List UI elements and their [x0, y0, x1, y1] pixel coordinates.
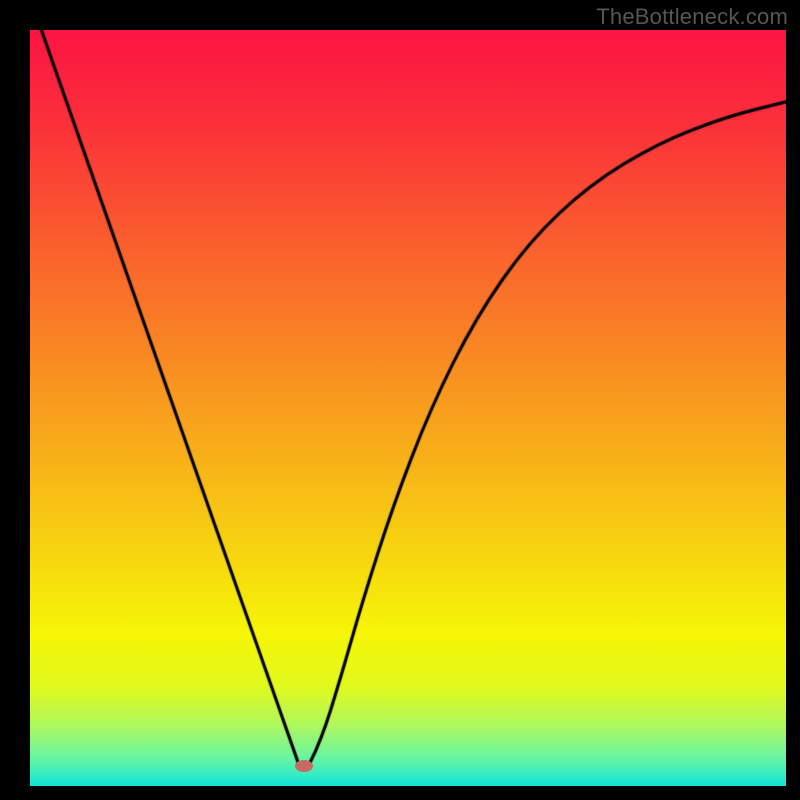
vertex-marker: [295, 760, 313, 772]
watermark-text: TheBottleneck.com: [596, 4, 788, 30]
plot-area: [30, 30, 786, 786]
outer-frame: [0, 0, 800, 800]
curve-canvas: [30, 30, 786, 786]
